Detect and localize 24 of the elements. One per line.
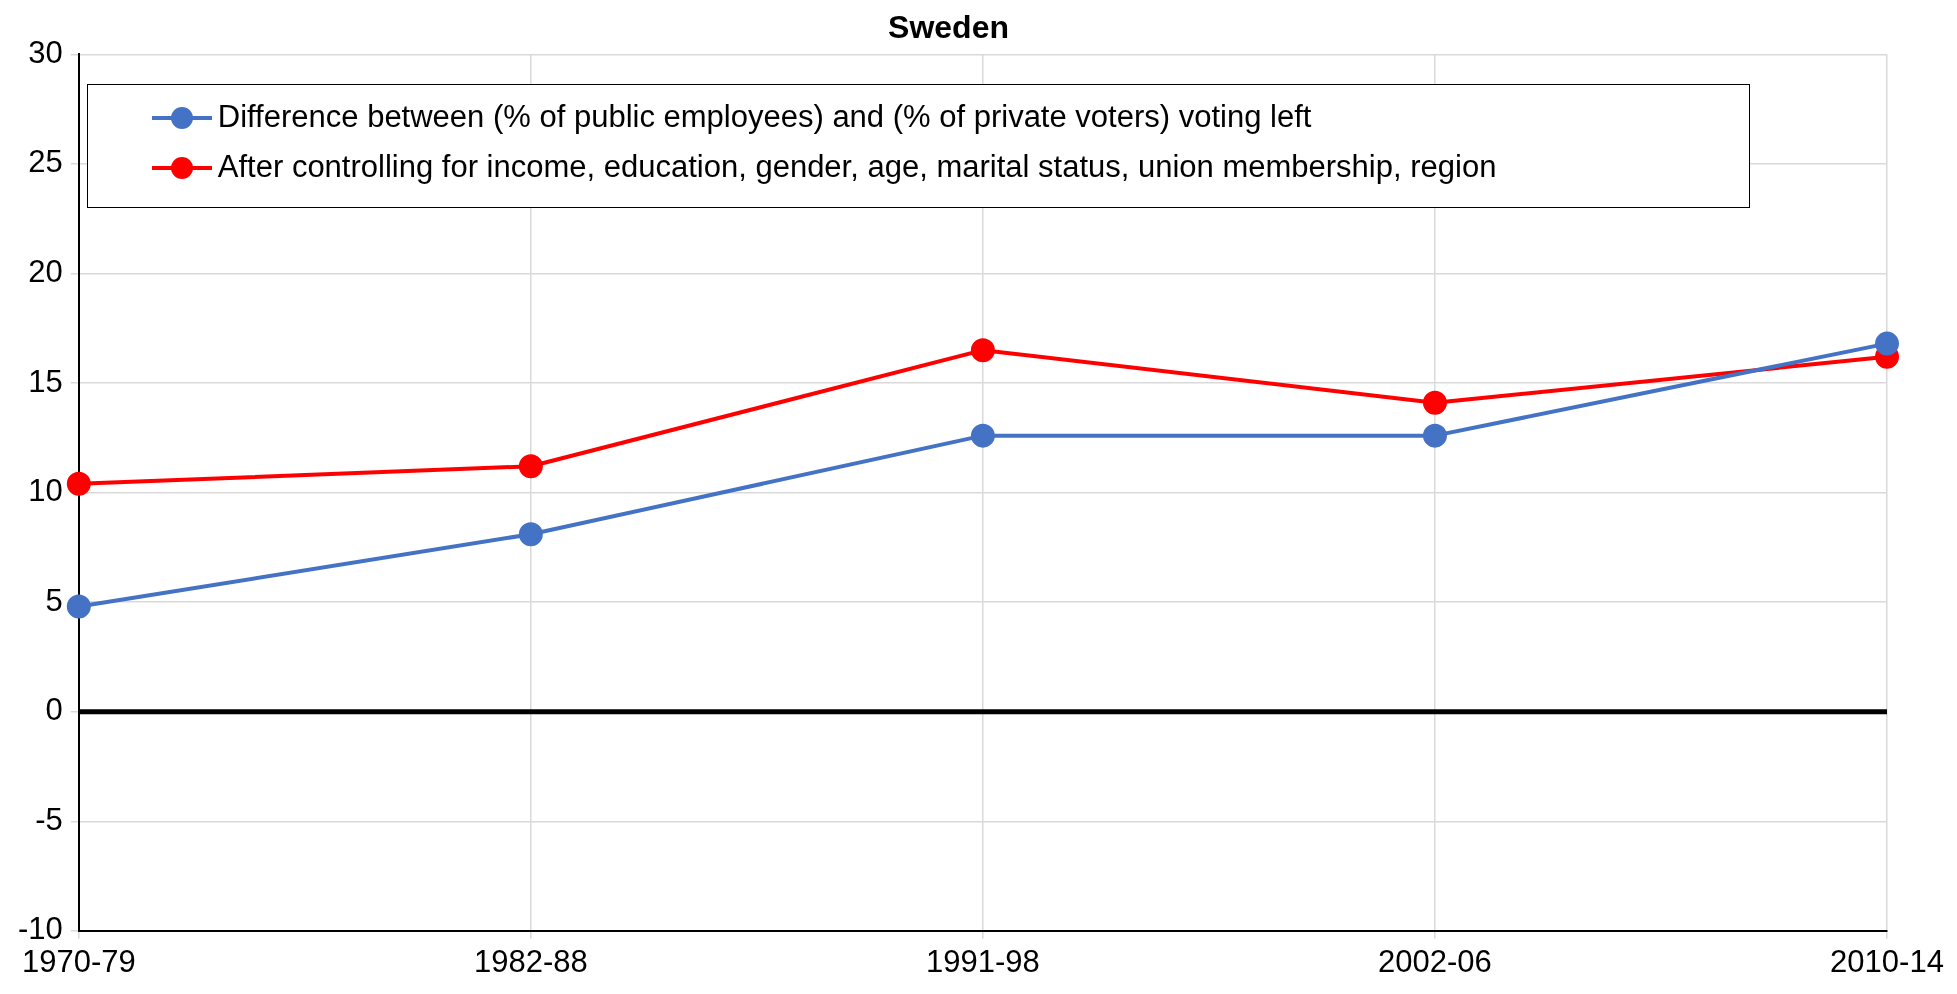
point — [970, 338, 995, 363]
point — [518, 522, 543, 547]
point — [1422, 390, 1447, 415]
point — [1422, 423, 1447, 448]
point — [66, 471, 91, 496]
chart-title: Sweden — [888, 9, 1009, 46]
point — [1875, 331, 1899, 356]
point — [970, 423, 995, 448]
x-tick-label: 1991-98 — [926, 943, 1040, 979]
x-tick-label: 1982-88 — [473, 943, 588, 979]
y-tick-label: 10 — [28, 473, 63, 509]
point — [66, 594, 91, 619]
x-tick-label: 2002-06 — [1378, 943, 1492, 979]
y-tick-label: 15 — [28, 363, 63, 399]
y-tick-label: 20 — [28, 254, 63, 290]
legend-label: After controlling for income, education, gender, age, marital status, union membership, region — [217, 149, 1497, 186]
y-tick-label: 5 — [45, 582, 63, 618]
y-tick-label: 30 — [28, 34, 63, 70]
x-tick-label: 2010-14 — [1830, 943, 1944, 979]
point — [518, 454, 543, 479]
y-tick-label: 0 — [45, 692, 63, 728]
y-tick-label: -5 — [35, 801, 63, 837]
y-tick-label: 25 — [28, 144, 63, 180]
legend-label: Difference between (% of public employees) and (% of private voters) voting left — [217, 99, 1312, 136]
